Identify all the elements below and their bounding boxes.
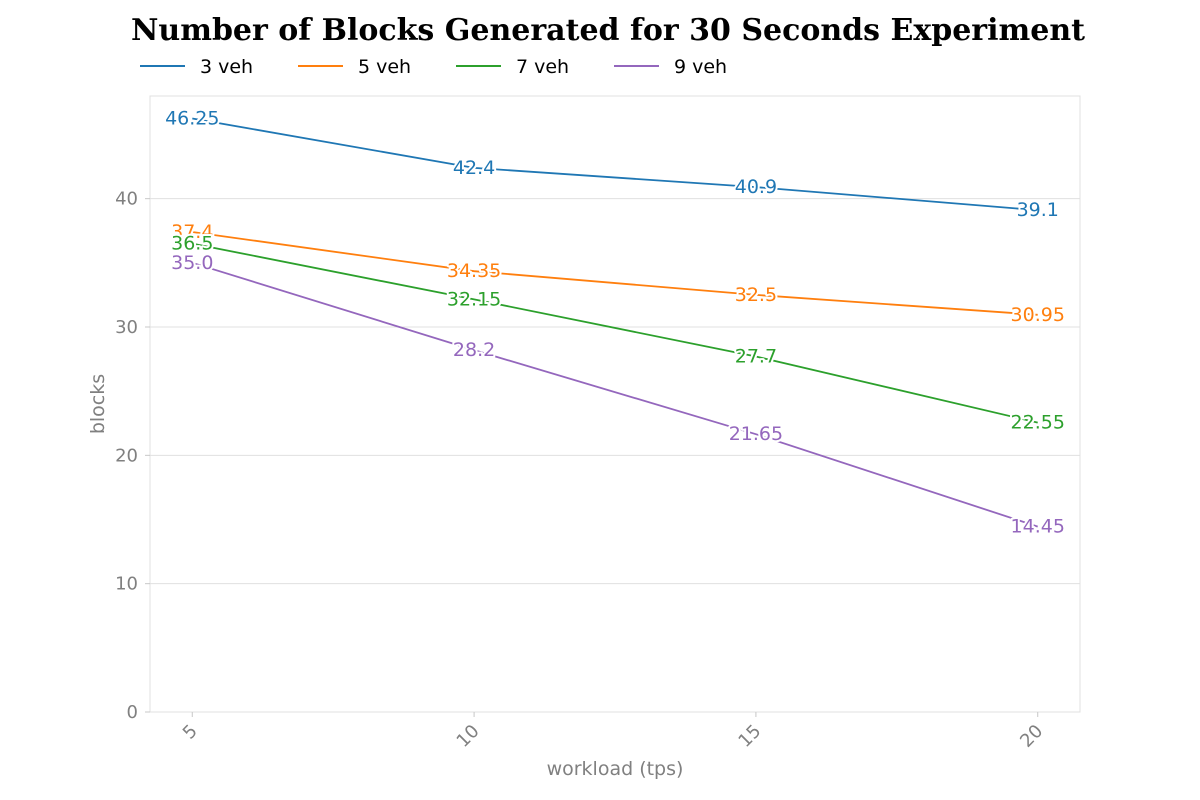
y-tick-label: 40 (115, 189, 138, 210)
x-tick-label: 15 (734, 721, 765, 752)
y-tick-label: 20 (115, 445, 138, 466)
data-label: 39.1 (1017, 199, 1059, 221)
legend-label: 7 veh (516, 56, 569, 78)
data-label: 40.9 (735, 176, 777, 198)
data-label: 30.95 (1011, 304, 1065, 326)
series-data-labels: 46.2542.440.939.137.434.3532.530.9536.53… (163, 105, 1067, 539)
y-axis-ticks: 0 10 20 30 40 (115, 189, 150, 723)
x-axis-label: workload (tps) (547, 758, 684, 780)
data-label: 42.4 (453, 157, 495, 179)
x-tick-label: 10 (453, 721, 484, 752)
series-line (192, 261, 1038, 528)
data-label: 35.0 (171, 252, 213, 274)
series-line (192, 242, 1038, 424)
y-tick-label: 0 (127, 702, 138, 723)
chart-title: Number of Blocks Generated for 30 Second… (131, 13, 1085, 48)
x-axis-ticks: 5 10 15 20 (179, 712, 1047, 752)
x-tick-label: 5 (179, 721, 202, 744)
data-label: 28.2 (453, 339, 495, 361)
data-label: 22.55 (1011, 412, 1065, 434)
legend: 3 veh 5 veh 7 veh 9 veh (140, 56, 727, 78)
series-line (192, 117, 1038, 212)
data-label: 14.45 (1011, 516, 1065, 538)
data-label: 46.25 (165, 107, 219, 129)
legend-label: 9 veh (674, 56, 727, 78)
data-label: 34.35 (447, 260, 501, 282)
y-axis-label: blocks (87, 374, 109, 434)
legend-label: 5 veh (358, 56, 411, 78)
plot-area (149, 95, 1081, 713)
data-label: 32.15 (447, 288, 501, 310)
series-lines (192, 117, 1038, 528)
data-label: 21.65 (729, 423, 783, 445)
y-tick-label: 10 (115, 574, 138, 595)
y-tick-label: 30 (115, 317, 138, 338)
grid (150, 198, 1080, 713)
series-line (192, 231, 1038, 316)
data-label: 27.7 (735, 346, 777, 368)
data-label: 37.4 (171, 221, 213, 243)
data-label: 32.5 (735, 284, 777, 306)
legend-label: 3 veh (200, 56, 253, 78)
x-tick-label: 20 (1016, 721, 1047, 752)
data-label: 36.5 (171, 233, 213, 255)
